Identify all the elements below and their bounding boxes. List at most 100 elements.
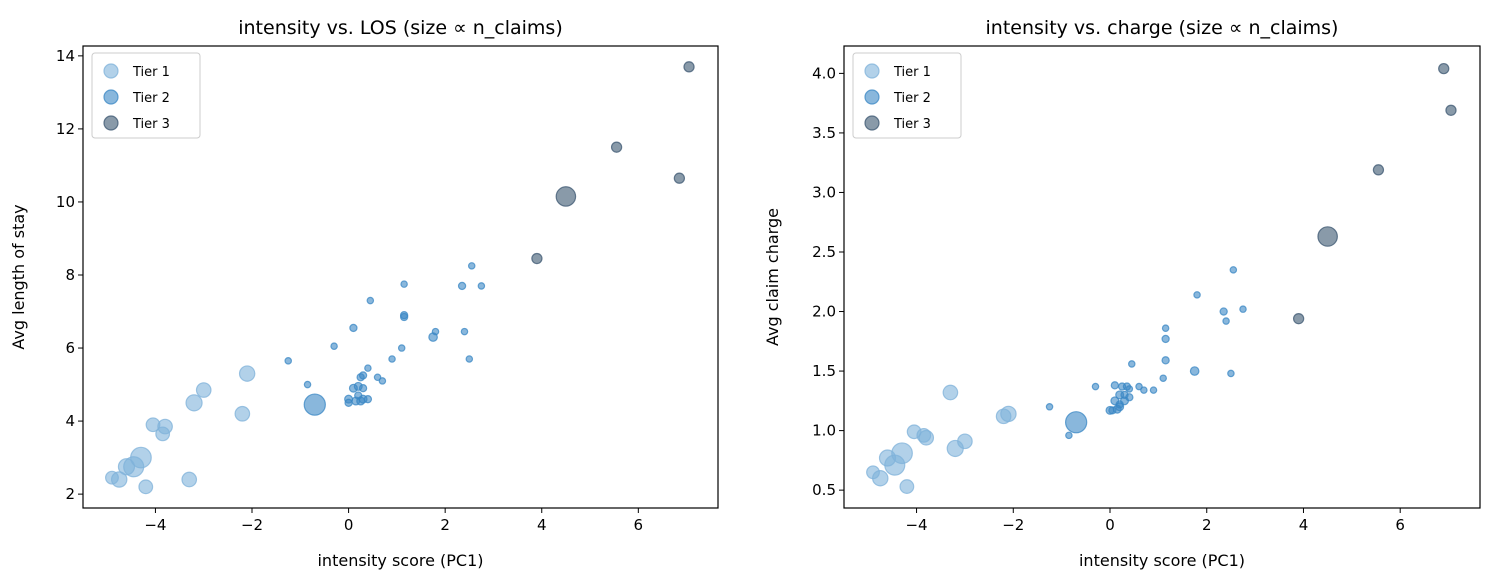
data-point bbox=[918, 429, 935, 446]
data-point bbox=[397, 344, 406, 352]
data-point bbox=[399, 312, 409, 322]
data-point bbox=[1149, 386, 1158, 394]
data-point bbox=[181, 471, 198, 488]
data-point bbox=[349, 323, 358, 333]
data-point bbox=[303, 393, 326, 416]
x-tick-label: −4 bbox=[144, 516, 166, 534]
data-point bbox=[957, 433, 973, 450]
y-tick-label: 8 bbox=[65, 266, 75, 284]
x-tick-label: 4 bbox=[537, 516, 547, 534]
data-point bbox=[358, 371, 368, 380]
data-point bbox=[1239, 305, 1247, 313]
data-point bbox=[354, 391, 363, 400]
subplot-1: −4 −2 0 2 4 6 2 4 6 8 10 12 14 intensity vs. LOS (siz… bbox=[9, 17, 719, 570]
data-point bbox=[110, 471, 128, 488]
data-point bbox=[138, 479, 154, 495]
legend-marker bbox=[864, 63, 880, 79]
x-tick-label: 0 bbox=[344, 516, 354, 534]
legend-marker bbox=[864, 115, 880, 131]
data-point bbox=[1065, 431, 1073, 440]
y-tick-label: 3.0 bbox=[812, 183, 836, 201]
data-point bbox=[1125, 385, 1134, 393]
data-point bbox=[1064, 411, 1088, 434]
data-point bbox=[1161, 356, 1170, 365]
legend-label: Tier 3 bbox=[132, 117, 170, 132]
legend-marker bbox=[103, 63, 119, 79]
x-axis-label: intensity score (PC1) bbox=[317, 551, 483, 570]
data-point bbox=[1120, 390, 1129, 400]
y-tick-label: 1.5 bbox=[812, 362, 836, 380]
series-tier-1 bbox=[105, 365, 256, 495]
y-tick-label: 4.0 bbox=[812, 64, 836, 82]
data-point bbox=[1140, 386, 1148, 394]
data-point bbox=[388, 355, 396, 363]
data-point bbox=[1127, 360, 1136, 368]
data-point bbox=[284, 357, 293, 365]
axes-frame bbox=[843, 45, 1481, 509]
series-tier-3 bbox=[531, 61, 695, 265]
data-point bbox=[1229, 266, 1238, 274]
data-point bbox=[1372, 164, 1385, 176]
chart-title: intensity vs. LOS (size ∝ n_claims) bbox=[238, 17, 563, 39]
y-axis-label: Avg claim charge bbox=[763, 208, 782, 346]
legend-label: Tier 2 bbox=[132, 91, 170, 106]
x-tick-label: −2 bbox=[1002, 516, 1024, 534]
y-tick-label: 0.5 bbox=[812, 481, 836, 499]
y-tick-label: 2.0 bbox=[812, 303, 836, 321]
data-point bbox=[378, 377, 387, 385]
x-tick-label: 4 bbox=[1299, 516, 1309, 534]
chart-title: intensity vs. charge (size ∝ n_claims) bbox=[986, 17, 1339, 39]
data-point bbox=[1159, 374, 1167, 382]
data-point bbox=[872, 469, 889, 487]
subplot-2: −4 −2 0 2 4 6 0.5 1.0 1.5 2.0 2.5 3.0 3.5 4.0 intensit… bbox=[763, 17, 1481, 570]
series-tier-2 bbox=[1045, 266, 1247, 440]
legend-label: Tier 3 bbox=[893, 117, 931, 132]
data-point bbox=[195, 382, 212, 398]
data-point bbox=[465, 355, 474, 363]
data-point bbox=[400, 280, 408, 288]
y-tick-label: 12 bbox=[56, 120, 75, 138]
data-point bbox=[130, 446, 152, 469]
data-point bbox=[460, 327, 469, 336]
data-point bbox=[234, 405, 251, 422]
legend-marker bbox=[103, 89, 119, 105]
data-point bbox=[610, 141, 623, 153]
series-tier-2 bbox=[284, 262, 486, 416]
data-point bbox=[1222, 317, 1230, 325]
legend-box bbox=[852, 52, 962, 139]
data-point bbox=[1000, 405, 1017, 423]
data-point bbox=[531, 252, 543, 265]
data-point bbox=[683, 61, 695, 73]
data-point bbox=[467, 262, 476, 270]
legend-label: Tier 1 bbox=[132, 65, 170, 80]
legend-marker bbox=[103, 115, 119, 131]
data-point bbox=[363, 394, 373, 404]
y-tick-label: 2.5 bbox=[812, 243, 836, 261]
data-point bbox=[1045, 403, 1054, 411]
data-point bbox=[899, 479, 915, 494]
y-axis-label: Avg length of stay bbox=[9, 204, 28, 349]
y-tick-label: 1.0 bbox=[812, 422, 836, 440]
data-point bbox=[330, 342, 338, 350]
x-tick-label: −2 bbox=[241, 516, 263, 534]
x-tick-label: 2 bbox=[440, 516, 450, 534]
data-point bbox=[1317, 226, 1338, 247]
x-axis-label: intensity score (PC1) bbox=[1079, 551, 1245, 570]
data-point bbox=[1438, 62, 1450, 75]
y-tick-label: 3.5 bbox=[812, 124, 836, 142]
data-point bbox=[364, 364, 372, 372]
data-point bbox=[891, 442, 913, 465]
data-point bbox=[1110, 381, 1120, 390]
x-tick-label: 0 bbox=[1105, 516, 1115, 534]
legend-box bbox=[91, 52, 201, 139]
y-tick-label: 4 bbox=[65, 412, 75, 430]
data-point bbox=[1161, 334, 1170, 344]
x-tick-label: −4 bbox=[905, 516, 927, 534]
data-point bbox=[1292, 313, 1305, 325]
data-point bbox=[431, 327, 440, 336]
data-point bbox=[457, 281, 467, 291]
data-point bbox=[358, 384, 368, 393]
data-point bbox=[373, 373, 382, 382]
legend: Tier 1 Tier 2 Tier 3 bbox=[852, 52, 962, 139]
data-point bbox=[1161, 324, 1170, 332]
